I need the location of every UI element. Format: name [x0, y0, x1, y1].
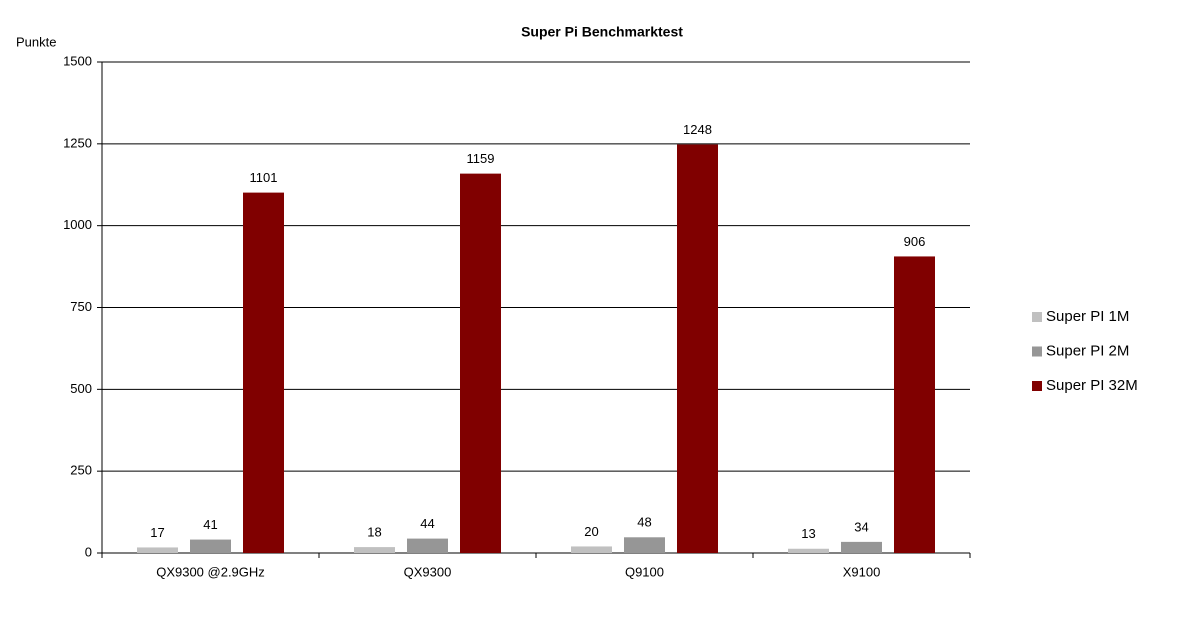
bar [571, 546, 612, 553]
legend-swatch [1032, 381, 1042, 391]
legend-swatch [1032, 312, 1042, 322]
data-label: 906 [904, 234, 926, 249]
data-label: 44 [420, 516, 434, 531]
bar [460, 173, 501, 553]
x-tick-label: QX9300 @2.9GHz [156, 564, 265, 579]
y-tick-label: 500 [70, 381, 92, 396]
data-label: 1159 [467, 151, 495, 166]
y-tick-label: 750 [70, 299, 92, 314]
data-label: 34 [854, 519, 868, 534]
x-tick-label: QX9300 [404, 564, 452, 579]
data-label: 48 [637, 515, 651, 530]
data-label: 20 [584, 524, 598, 539]
x-tick-label: Q9100 [625, 564, 664, 579]
bar [243, 192, 284, 553]
bar [788, 548, 829, 553]
chart-title: Super Pi Benchmarktest [521, 24, 683, 40]
x-tick-label: X9100 [843, 564, 881, 579]
data-label: 1101 [250, 170, 278, 185]
legend-label: Super PI 1M [1046, 308, 1129, 325]
data-label: 17 [150, 525, 164, 540]
bar [624, 537, 665, 553]
data-label: 18 [367, 525, 381, 540]
bar [354, 547, 395, 553]
bar [137, 547, 178, 553]
y-tick-label: 1500 [63, 53, 92, 68]
y-tick-label: 0 [85, 544, 92, 559]
bar [894, 256, 935, 553]
bar [190, 539, 231, 553]
y-axis-label: Punkte [16, 34, 56, 49]
y-tick-label: 1000 [63, 217, 92, 232]
data-label: 13 [801, 526, 815, 541]
bar [407, 538, 448, 553]
y-tick-label: 250 [70, 463, 92, 478]
data-label: 41 [203, 517, 217, 532]
bar [841, 541, 882, 553]
data-label: 1248 [683, 122, 712, 137]
legend-label: Super PI 32M [1046, 377, 1138, 394]
legend-swatch [1032, 346, 1042, 357]
y-tick-label: 1250 [63, 135, 92, 150]
legend-label: Super PI 2M [1046, 342, 1129, 359]
bar [677, 144, 718, 553]
